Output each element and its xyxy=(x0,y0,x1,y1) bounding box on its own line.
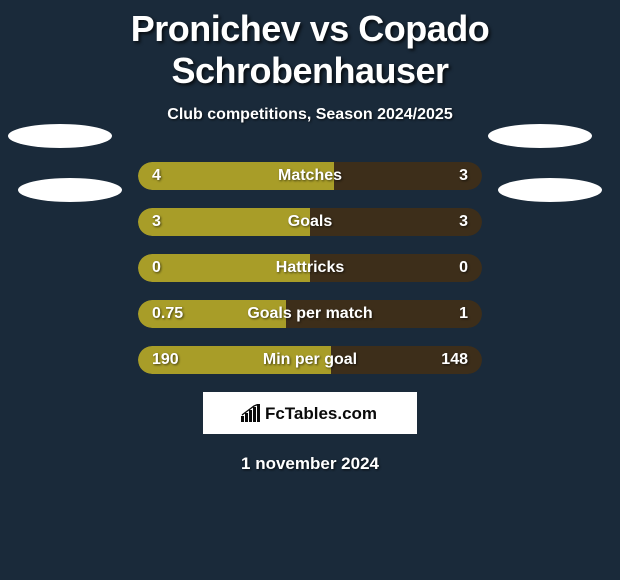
stat-value-left: 0.75 xyxy=(152,305,183,323)
stat-row: 190 148 Min per goal xyxy=(138,346,482,374)
stat-row: 4 3 Matches xyxy=(138,162,482,190)
footer-date: 1 november 2024 xyxy=(0,454,620,474)
stat-label: Matches xyxy=(278,167,342,185)
stat-label: Hattricks xyxy=(276,259,344,277)
stat-label: Goals per match xyxy=(247,305,372,323)
decorative-ellipse xyxy=(8,124,112,148)
decorative-ellipse xyxy=(18,178,122,202)
stat-value-right: 3 xyxy=(459,213,468,231)
subtitle: Club competitions, Season 2024/2025 xyxy=(0,106,620,124)
stat-label: Goals xyxy=(288,213,332,231)
stat-value-right: 148 xyxy=(441,351,468,369)
stat-value-left: 4 xyxy=(152,167,161,185)
stat-value-right: 1 xyxy=(459,305,468,323)
bar-left xyxy=(138,208,310,236)
stat-row: 3 3 Goals xyxy=(138,208,482,236)
stat-label: Min per goal xyxy=(263,351,357,369)
stat-value-left: 190 xyxy=(152,351,179,369)
bar-chart-icon xyxy=(241,404,263,422)
stat-row: 0 0 Hattricks xyxy=(138,254,482,282)
stat-value-left: 0 xyxy=(152,259,161,277)
badge-text: FcTables.com xyxy=(263,405,379,422)
badge-inner: FcTables.com xyxy=(205,394,415,432)
decorative-ellipse xyxy=(488,124,592,148)
decorative-ellipse xyxy=(498,178,602,202)
page-title: Pronichev vs Copado Schrobenhauser xyxy=(0,0,620,92)
stat-row: 0.75 1 Goals per match xyxy=(138,300,482,328)
stat-value-right: 0 xyxy=(459,259,468,277)
bar-right xyxy=(310,208,482,236)
stat-value-left: 3 xyxy=(152,213,161,231)
source-badge: FcTables.com xyxy=(203,392,417,434)
stat-value-right: 3 xyxy=(459,167,468,185)
